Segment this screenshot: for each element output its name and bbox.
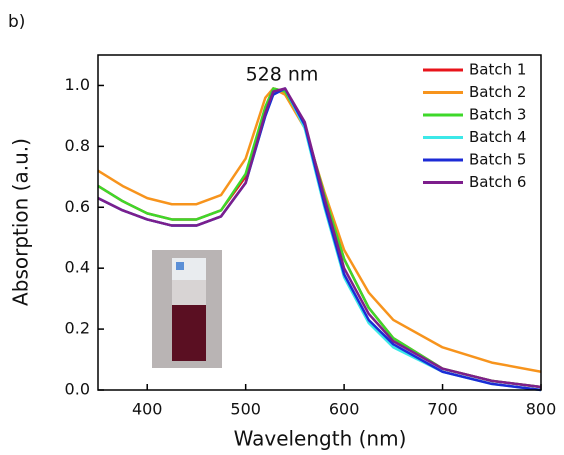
y-axis-title: Absorption (a.u.) [9,138,33,306]
y-tick-label: 0.6 [65,197,90,216]
annotation: 528 nm [246,64,319,86]
legend-label: Batch 5 [469,151,526,169]
x-tick-label: 400 [132,400,163,419]
cuvette-top [172,280,206,305]
y-tick-label: 1.0 [65,75,90,94]
legend-label: Batch 3 [469,106,526,124]
cuvette-liquid [172,305,206,361]
legend-label: Batch 2 [469,83,526,101]
inset-photo [152,250,222,368]
panel-label: b) [8,12,25,32]
legend-label: Batch 6 [469,173,526,191]
y-tick-label: 0.8 [65,136,90,155]
legend-label: Batch 4 [469,128,526,146]
x-axis-title: Wavelength (nm) [234,427,407,451]
x-tick-label: 500 [230,400,261,419]
legend-label: Batch 1 [469,61,526,79]
y-tick-label: 0.0 [65,380,90,399]
y-tick-label: 0.4 [65,258,90,277]
x-tick-label: 700 [427,400,458,419]
x-tick-label: 800 [526,400,557,419]
plot-frame [97,54,542,391]
series-line [97,87,542,389]
cuvette-mark [176,262,184,270]
x-tick-label: 600 [329,400,360,419]
y-tick-label: 0.2 [65,319,90,338]
